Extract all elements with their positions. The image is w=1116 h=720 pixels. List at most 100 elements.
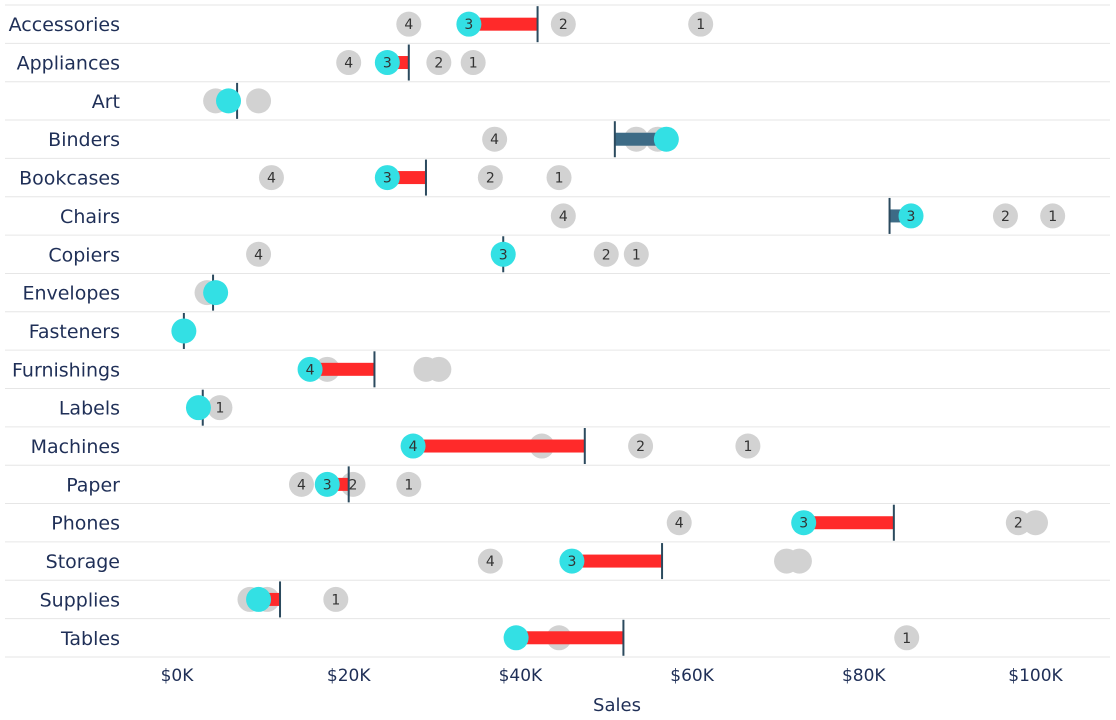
other-dot [1005,510,1031,536]
other-dot [246,241,272,267]
current-dot [898,203,924,229]
other-dot-label: 4 [490,132,499,148]
current-dot [216,88,242,114]
current-dot [456,11,482,37]
other-dot [336,50,362,76]
row-machines: 3214 [400,428,761,465]
category-label-fasteners: Fasteners [29,321,120,343]
other-dot-label: 2 [602,247,611,263]
gap-bar [413,439,585,453]
category-label-labels: Labels [59,398,120,420]
row-appliances: 4 2 1 3 [336,44,486,81]
x-tick-label: $80K [842,666,886,686]
row-fasteners [171,312,197,349]
row-copiers: 4 2 1 3 [246,236,649,273]
category-label-machines: Machines [31,436,120,458]
other-dot-label: 2 [559,17,568,33]
x-axis: $0K $20K $40K $60K $80K $100K [161,666,1064,686]
gap-bar [571,554,663,568]
other-dot [460,50,486,76]
other-dot-label: 1 [215,401,224,417]
other-dot-label: 4 [267,171,276,187]
other-dot [992,203,1018,229]
row-paper: 4 2 1 3 [288,466,422,503]
other-dot-label: 4 [486,554,495,570]
x-tick-label: $60K [670,666,714,686]
other-dot [623,241,649,267]
current-dot-label: 3 [799,516,808,532]
other-dot [207,395,233,421]
other-dot [666,510,692,536]
other-dot-label: 1 [555,171,564,187]
current-dot-label: 3 [499,247,508,263]
other-dot [550,203,576,229]
row-gridlines [5,4,1110,658]
other-dot-label: 4 [254,247,263,263]
other-dot-label: 2 [636,439,645,455]
current-dot-label: 3 [323,477,332,493]
other-dot-label: 2 [1001,209,1010,225]
category-label-art: Art [92,91,120,113]
x-tick-label: $20K [327,666,371,686]
other-dot-label: 2 [1014,516,1023,532]
other-dot-label: 1 [404,477,413,493]
gap-bar [803,516,894,530]
other-dot [786,548,812,574]
row-art [203,82,272,119]
category-label-storage: Storage [46,551,120,573]
other-dot [894,625,920,651]
other-dot [323,586,349,612]
other-dot [546,165,572,191]
category-label-envelopes: Envelopes [22,283,120,305]
current-dot [374,165,400,191]
row-furnishings: 4 [297,351,452,388]
other-dot [396,471,422,497]
gap-bar [468,17,538,31]
current-dot [374,50,400,76]
other-dot [258,165,284,191]
category-labels: Accessories Appliances Art Binders Bookcases… [9,14,121,650]
row-phones: 4 2 3 [666,504,1048,541]
current-dot [246,586,272,612]
other-dot [426,50,452,76]
current-dot-label: 4 [306,362,315,378]
row-chairs: 4 2 1 3 [550,197,1066,234]
other-dot [477,548,503,574]
other-dot [550,11,576,37]
other-dot [288,471,314,497]
category-label-appliances: Appliances [17,53,120,75]
gap-bar [516,631,624,645]
gap-bar [614,132,667,146]
category-label-phones: Phones [51,513,120,535]
category-label-paper: Paper [66,474,120,496]
current-dot [171,318,197,344]
row-accessories: 4 2 1 3 [396,6,714,43]
other-dot [426,356,452,382]
x-tick-label: $0K [161,666,195,686]
current-dot-label: 4 [409,439,418,455]
other-dot [593,241,619,267]
row-envelopes [194,274,229,311]
category-label-copiers: Copiers [48,244,120,266]
x-tick-label: $100K [1008,666,1063,686]
other-dot-label: 4 [404,17,413,33]
other-dot-label: 1 [331,592,340,608]
row-supplies: 1 [237,581,349,618]
other-dot-label: 1 [696,17,705,33]
current-dot [400,433,426,459]
current-dot-label: 3 [383,171,392,187]
x-tick-label: $40K [499,666,543,686]
current-dot [185,395,211,421]
other-dot-label: 1 [902,631,911,647]
category-label-bookcases: Bookcases [19,168,120,190]
other-dot-label: 4 [344,56,353,72]
current-dot [653,126,679,152]
other-dot-label: 2 [349,477,358,493]
row-binders: 43 [482,121,679,158]
other-dot-label: 1 [632,247,641,263]
gap-bar [310,362,375,376]
category-label-supplies: Supplies [40,589,120,611]
current-dot-label: 3 [907,209,916,225]
